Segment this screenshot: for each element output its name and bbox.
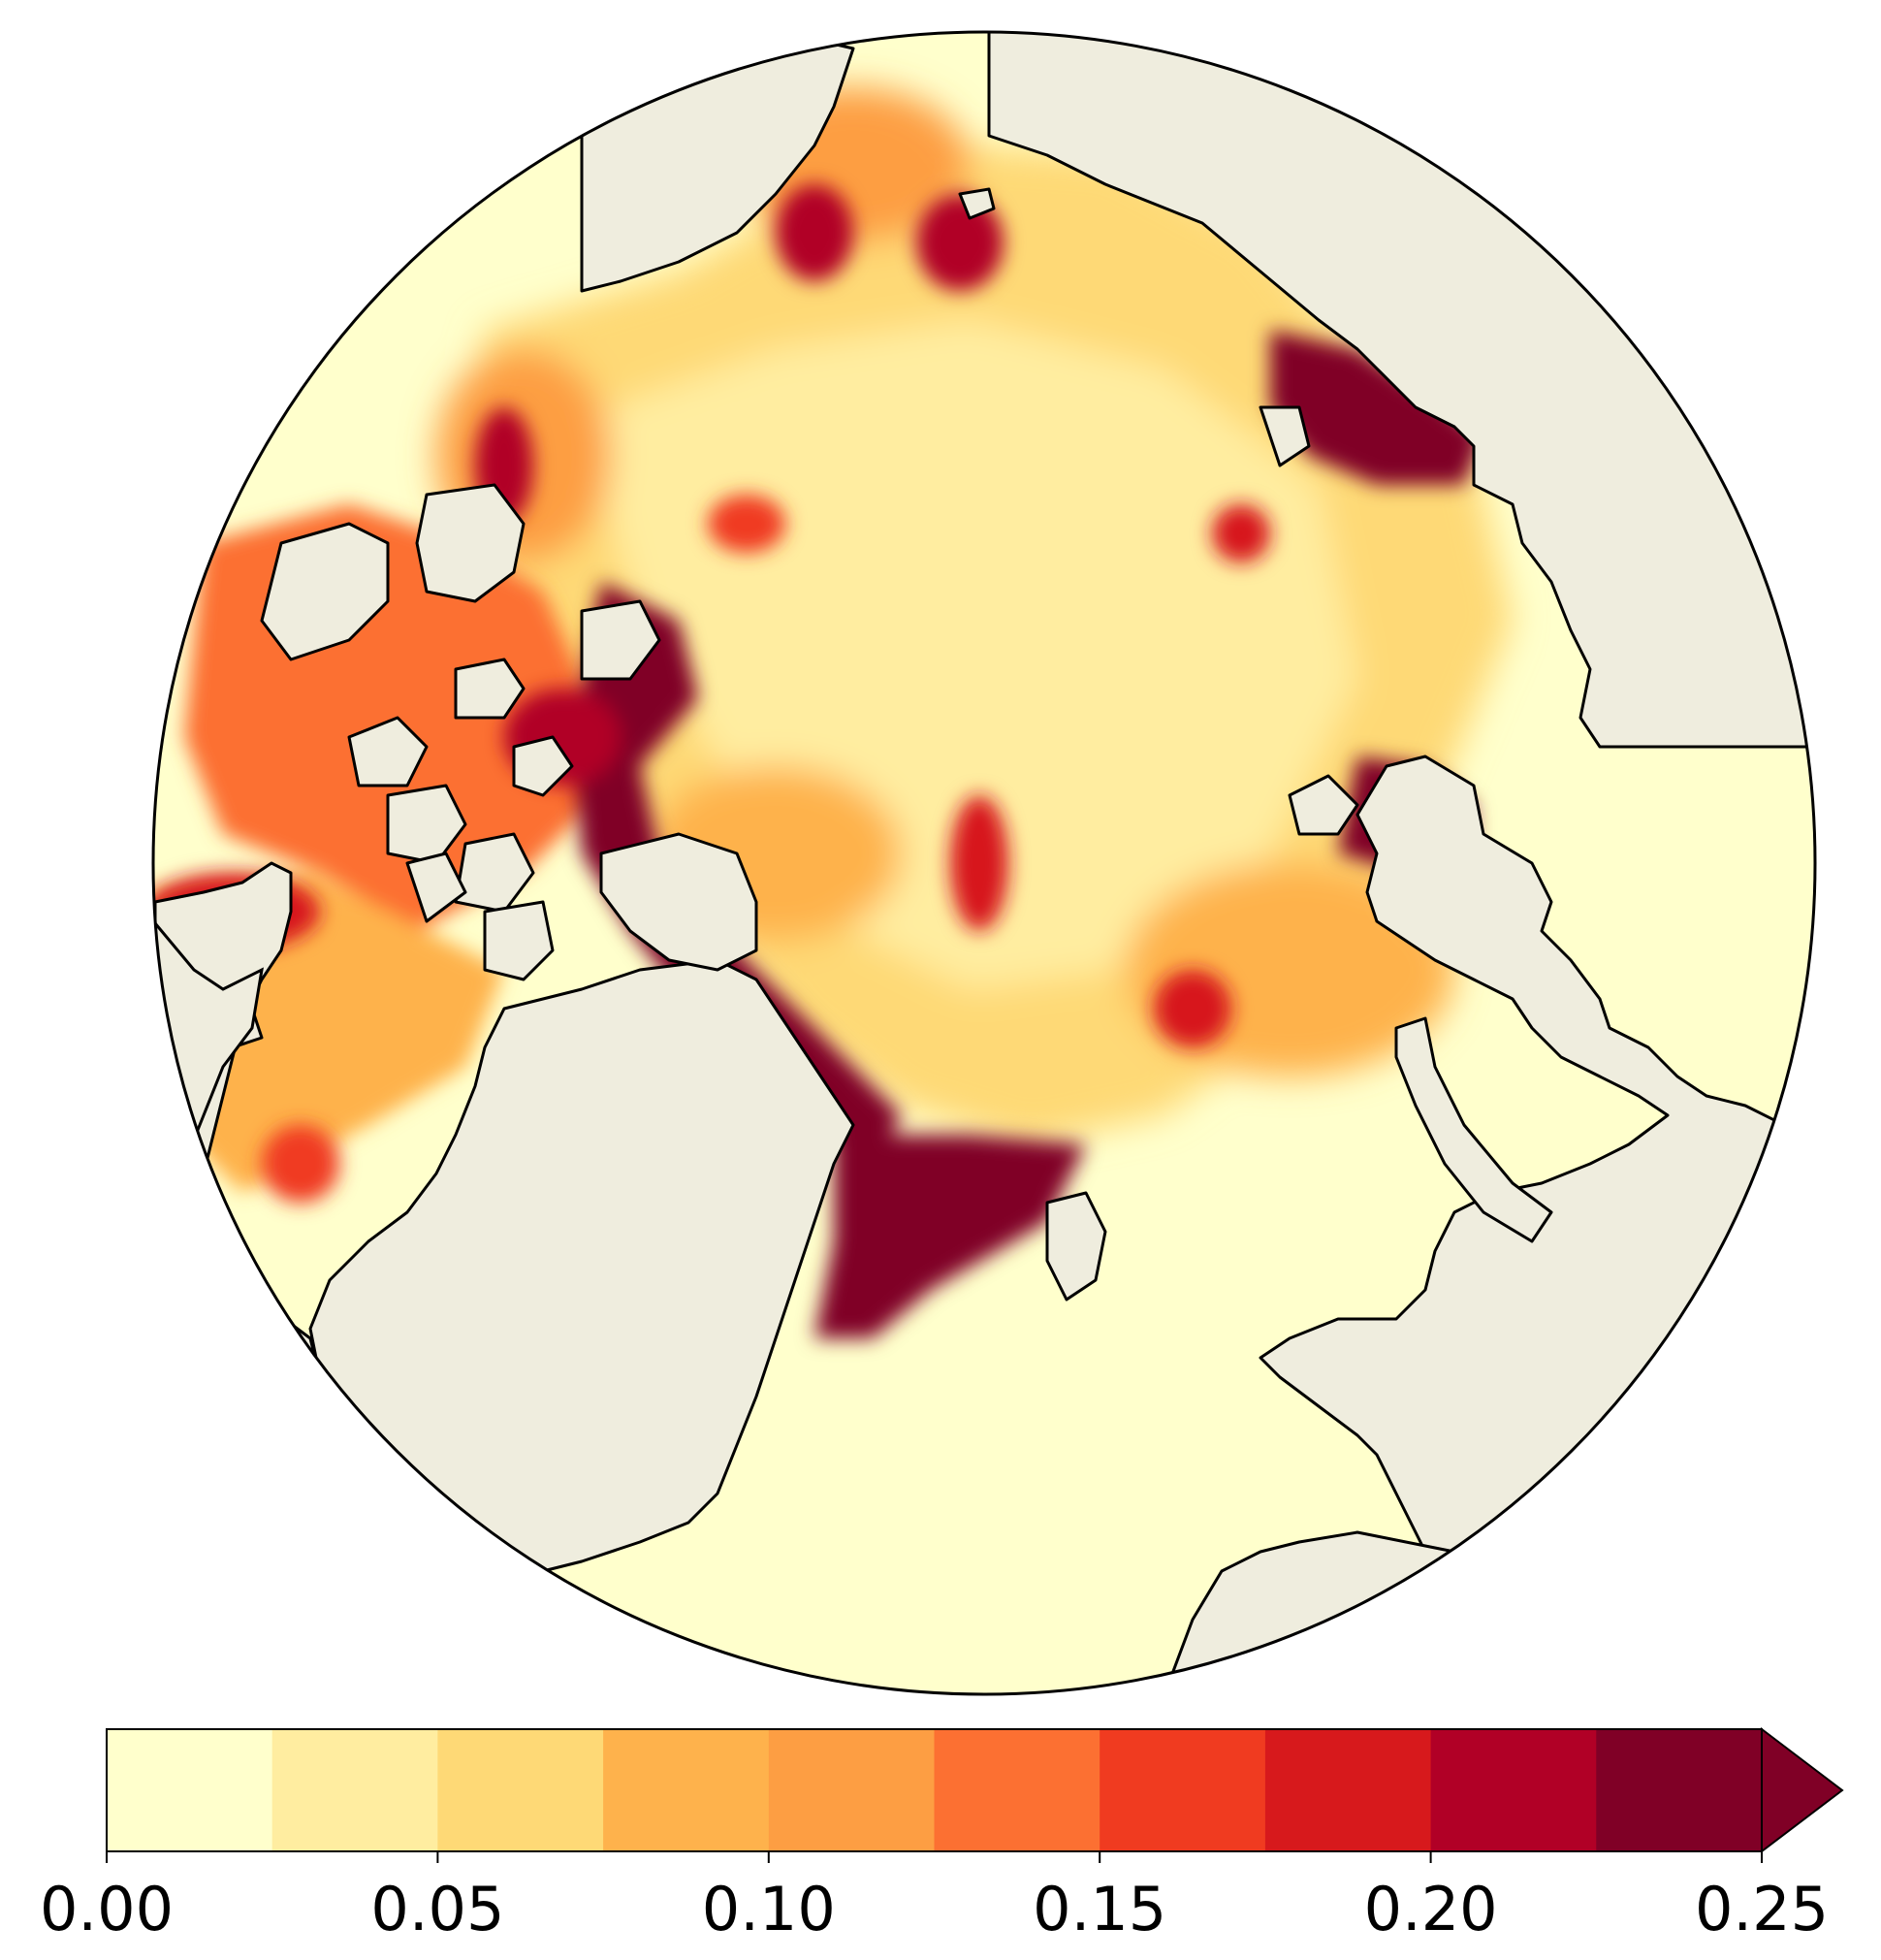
- colorbar-bin: [1100, 1729, 1266, 1851]
- land-greenland: [308, 958, 855, 1592]
- colorbar-bin: [107, 1729, 273, 1851]
- colorbar-bin: [1430, 1729, 1597, 1851]
- land-island-12: [1288, 774, 1359, 836]
- land-island-13: [958, 187, 996, 220]
- map-disc: [153, 32, 1815, 1694]
- colorbar-tick-label: 0.25: [1695, 1874, 1829, 1944]
- map-boundary: [151, 30, 1817, 1696]
- land-franz-josef: [1259, 405, 1311, 467]
- land-island-6: [512, 735, 574, 797]
- land-ellesmere: [599, 832, 758, 972]
- colorbar-bin: [1596, 1729, 1763, 1851]
- land-svalbard: [1045, 1191, 1107, 1301]
- colorbar-outline: [106, 1728, 1763, 1852]
- colorbar-tick-label: 0.00: [40, 1874, 174, 1944]
- colorbar-bin: [603, 1729, 770, 1851]
- colorbar-tick-label: 0.05: [370, 1874, 504, 1944]
- colorbar-bin: [271, 1729, 438, 1851]
- land-island-9: [405, 851, 467, 923]
- colorbar-ticks: 0.00 0.05 0.10 0.15 0.20 0.25: [40, 1851, 1829, 1944]
- high-value-regions: [153, 184, 1483, 1338]
- land-island-5: [454, 658, 526, 720]
- colorbar-bin: [768, 1729, 935, 1851]
- land-island-1: [260, 522, 390, 661]
- land-island-2: [415, 483, 526, 603]
- land-island-3: [580, 599, 661, 681]
- land-island-10: [483, 900, 555, 981]
- colorbar-tick-label: 0.15: [1033, 1874, 1166, 1944]
- colorbar-tick-label: 0.10: [702, 1874, 836, 1944]
- colorbar-tick-label: 0.20: [1364, 1874, 1498, 1944]
- land-island-7: [386, 784, 467, 865]
- colorbar-bin: [934, 1729, 1100, 1851]
- colorbar-bins: [107, 1729, 1763, 1851]
- colorbar-bin: [437, 1729, 604, 1851]
- colorbar-extend-arrow: [1761, 1726, 1844, 1854]
- land-island-4: [347, 716, 429, 787]
- colorbar: 0.00 0.05 0.10 0.15 0.20 0.25: [40, 1726, 1844, 1944]
- land-novaya-zemlya: [1394, 1016, 1553, 1243]
- colorbar-bin: [1264, 1729, 1432, 1851]
